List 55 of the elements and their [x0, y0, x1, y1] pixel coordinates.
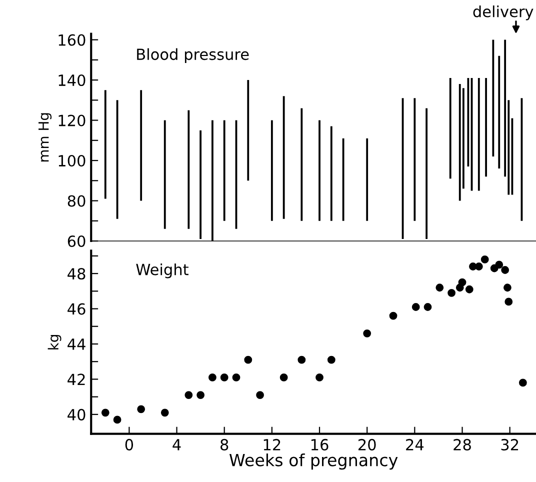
- point: [208, 373, 216, 382]
- point: [113, 416, 122, 424]
- y-axis-title: kg: [48, 335, 62, 350]
- point: [220, 373, 228, 382]
- text: Blood pressure: [137, 48, 249, 64]
- x-tick-label: 28: [454, 438, 471, 450]
- text: Weight: [136, 263, 188, 278]
- point: [495, 260, 504, 269]
- text: delivery: [473, 5, 534, 20]
- point: [232, 373, 240, 382]
- point: [184, 391, 193, 400]
- point: [256, 391, 264, 400]
- point: [280, 373, 288, 382]
- x-tick-label: 20: [358, 438, 376, 450]
- point: [160, 408, 169, 417]
- point: [504, 298, 513, 306]
- y-tick-label: 40: [68, 408, 86, 420]
- point: [448, 288, 456, 297]
- point: [424, 303, 432, 311]
- x-tick-label: 32: [501, 438, 518, 450]
- point: [412, 303, 420, 311]
- x-tick-label: 24: [406, 438, 424, 450]
- point: [436, 284, 444, 292]
- point: [244, 356, 252, 364]
- y-tick-label: 80: [68, 195, 86, 207]
- point: [480, 255, 489, 264]
- y-tick-label: 160: [58, 34, 86, 46]
- y-tick-label: 120: [58, 114, 86, 126]
- point: [327, 356, 336, 364]
- point: [316, 373, 324, 382]
- point: [504, 284, 512, 292]
- point: [518, 378, 527, 387]
- y-tick-label: 46: [68, 303, 86, 315]
- x-tick-label: 16: [311, 438, 328, 450]
- point: [196, 391, 205, 400]
- x-tick-label: 12: [264, 438, 280, 450]
- point: [363, 329, 372, 338]
- point: [501, 266, 510, 274]
- x-tick-label: 4: [172, 439, 181, 450]
- y-tick-label: 140: [58, 74, 86, 86]
- y-tick-label: 60: [68, 235, 86, 248]
- y-tick-label: 48: [68, 268, 86, 280]
- point: [389, 312, 398, 320]
- x-tick-label: 0: [125, 438, 134, 450]
- y-tick-label: 100: [58, 154, 86, 167]
- point: [101, 408, 110, 417]
- y-tick-label: 44: [68, 338, 86, 350]
- point: [458, 278, 466, 286]
- point: [465, 285, 474, 294]
- x-axis-title: Weeks of pregnancy: [229, 453, 398, 470]
- x-tick-label: 8: [220, 438, 228, 450]
- y-axis-title: mm Hg: [38, 113, 52, 162]
- point: [298, 356, 306, 364]
- point: [137, 405, 146, 414]
- y-tick-label: 42: [68, 374, 85, 386]
